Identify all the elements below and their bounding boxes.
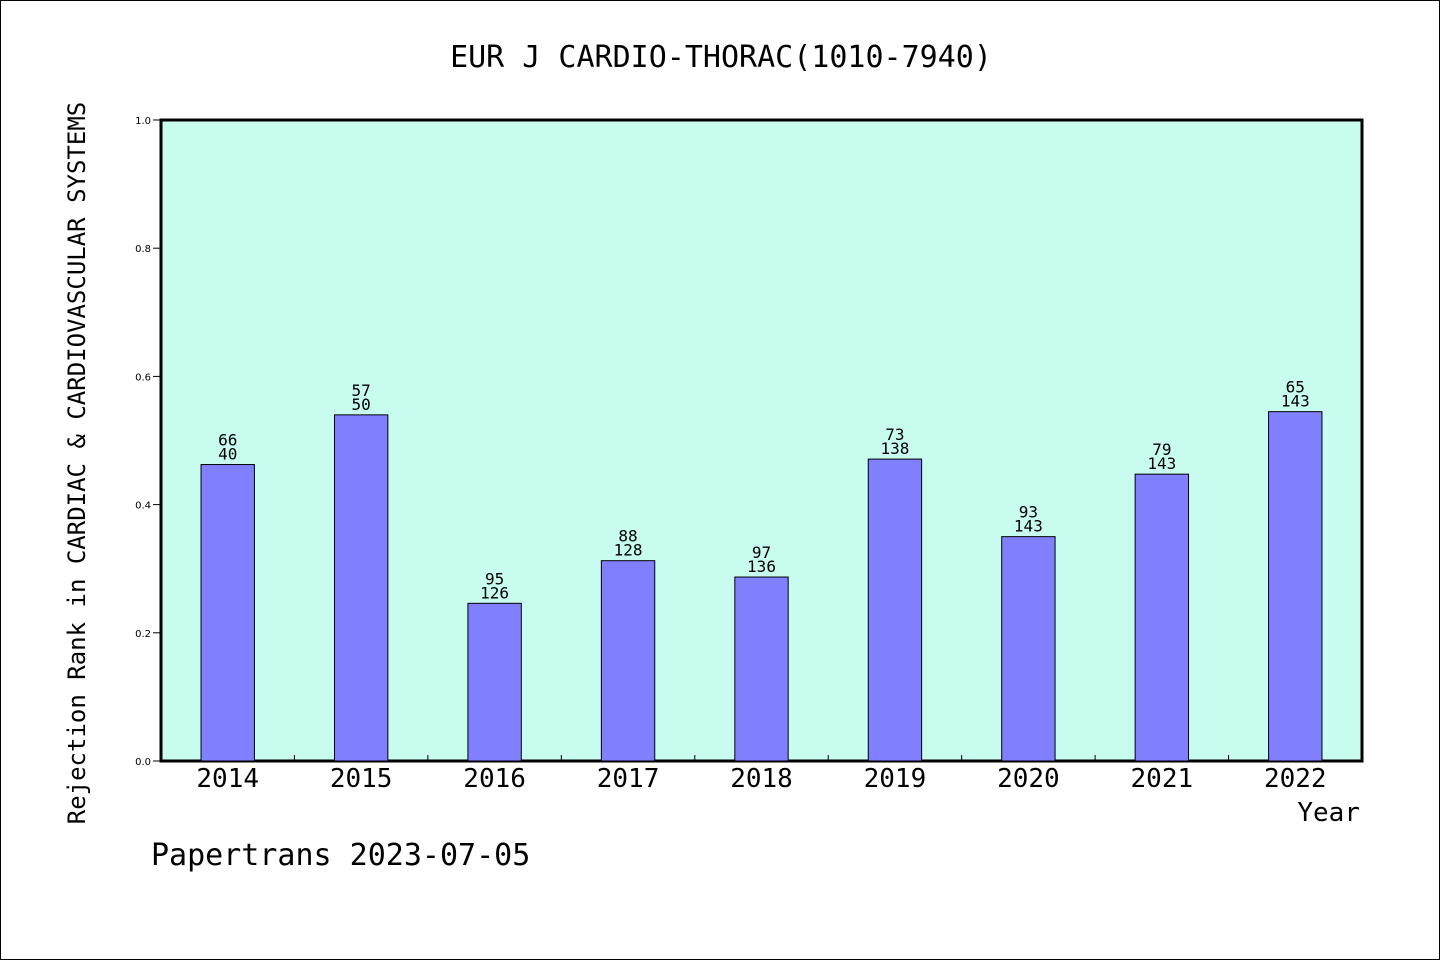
footer-credit: Papertrans 2023-07-05 <box>151 838 530 873</box>
bar-2019 <box>867 458 923 762</box>
y-tick-label-0.2: 0.2 <box>135 629 151 640</box>
bar-2014 <box>200 464 255 762</box>
bar-label-top-2015: 57 <box>352 381 371 400</box>
x-tick-label-2019: 2019 <box>864 764 927 794</box>
bar-label-top-2014: 66 <box>218 431 237 450</box>
bar-label-bottom-2021: 143 <box>1147 454 1176 473</box>
chart-title: EUR J CARDIO-THORAC(1010-7940) <box>450 40 992 75</box>
x-tick-label-2017: 2017 <box>597 764 660 794</box>
x-tick-label-2018: 2018 <box>730 764 793 794</box>
bar-label-bottom-2015: 50 <box>352 395 371 414</box>
bar-2017 <box>600 560 656 762</box>
y-tick-label-1.0: 1.0 <box>135 116 151 127</box>
y-tick-label-0.6: 0.6 <box>135 372 151 383</box>
x-axis-label: Year <box>1297 798 1360 828</box>
bar-label-bottom-2019: 138 <box>880 439 909 458</box>
bar-2016 <box>467 602 522 762</box>
bar-label-bottom-2022: 143 <box>1281 392 1310 411</box>
bar-label-bottom-2017: 128 <box>614 541 643 560</box>
bar-2020 <box>1001 536 1056 762</box>
bar-label-top-2020: 93 <box>1019 503 1038 522</box>
x-tick-label-2020: 2020 <box>997 764 1060 794</box>
bar-label-bottom-2016: 126 <box>480 583 509 602</box>
bar-label-top-2018: 97 <box>752 543 771 562</box>
bar-label-top-2017: 88 <box>618 527 637 546</box>
y-axis-ticks: 0.0 0.2 0.4 0.6 0.8 1.0 <box>135 116 161 768</box>
x-tick-label-2015: 2015 <box>330 764 393 794</box>
y-tick-label-0.8: 0.8 <box>135 244 151 255</box>
bar-label-top-2016: 95 <box>485 569 504 588</box>
bar-2015 <box>333 414 389 762</box>
bar-2018 <box>734 576 789 762</box>
bar-label-top-2021: 79 <box>1152 440 1171 459</box>
x-tick-label-2021: 2021 <box>1131 764 1194 794</box>
bar-label-top-2022: 65 <box>1286 378 1305 397</box>
bar-label-bottom-2014: 40 <box>218 445 237 464</box>
y-axis-label: Rejection Rank in CARDIAC & CARDIOVASCUL… <box>63 102 91 824</box>
x-axis-ticks: 2014 2015 2016 2017 2018 2019 2020 2021 2022 <box>196 755 1327 794</box>
x-tick-label-2016: 2016 <box>463 764 526 794</box>
bar-label-top-2019: 73 <box>885 425 904 444</box>
bar-2022 <box>1268 411 1323 762</box>
bar-label-bottom-2018: 136 <box>747 557 776 576</box>
y-tick-label-0.4: 0.4 <box>135 501 151 512</box>
y-tick-label-0.0: 0.0 <box>135 757 151 768</box>
x-tick-label-2022: 2022 <box>1264 764 1327 794</box>
bar-label-bottom-2020: 143 <box>1014 517 1043 536</box>
x-tick-label-2014: 2014 <box>196 764 259 794</box>
bar-2021 <box>1134 473 1190 762</box>
